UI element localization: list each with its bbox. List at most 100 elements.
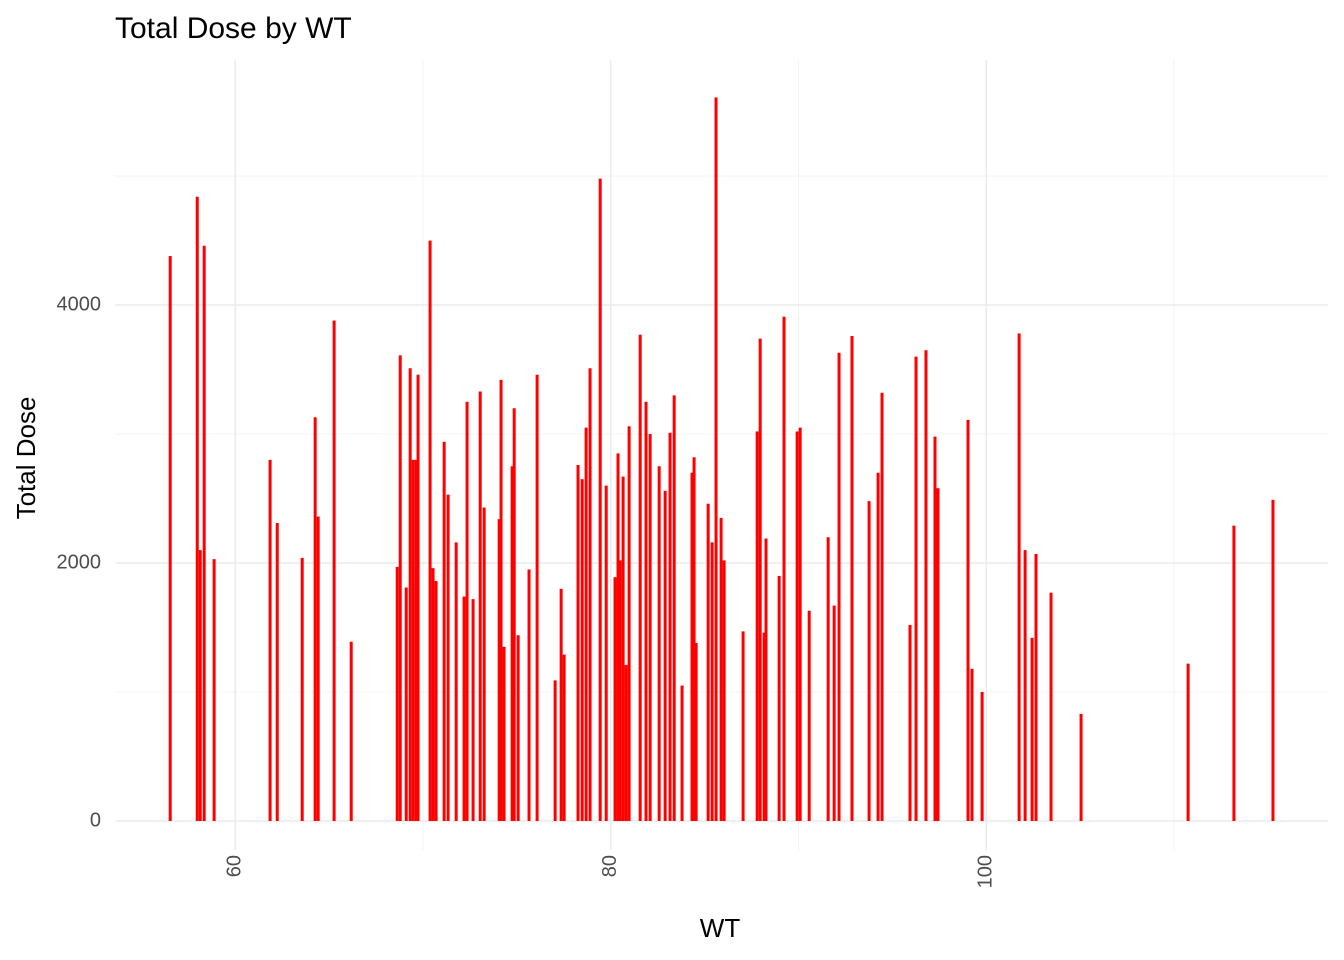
- bar: [398, 355, 402, 821]
- bar: [1079, 713, 1083, 821]
- y-tick-label: 4000: [57, 293, 102, 315]
- bar: [516, 635, 520, 821]
- bar: [576, 464, 580, 821]
- bar: [510, 466, 514, 821]
- bar: [826, 537, 830, 821]
- chart-title: Total Dose by WT: [115, 12, 352, 45]
- bar: [627, 426, 631, 821]
- bar: [202, 245, 206, 821]
- bar: [798, 427, 802, 821]
- bar: [694, 642, 698, 821]
- x-tick-label: 100: [975, 855, 997, 888]
- bar: [313, 417, 317, 821]
- y-tick-label: 2000: [57, 551, 102, 573]
- bar: [268, 459, 272, 821]
- bar: [1034, 553, 1038, 821]
- bar: [644, 401, 648, 821]
- bar: [638, 334, 642, 821]
- bar: [1023, 550, 1027, 821]
- bar: [465, 401, 469, 821]
- bar: [850, 336, 854, 821]
- bar: [867, 501, 871, 821]
- bar: [714, 97, 718, 821]
- bar: [880, 392, 884, 821]
- bar: [512, 408, 516, 821]
- bar: [1271, 499, 1275, 821]
- bar: [690, 472, 694, 821]
- x-tick-label: 80: [599, 855, 621, 877]
- bar: [618, 560, 622, 821]
- bar: [471, 599, 475, 821]
- bar: [431, 568, 435, 821]
- bar: [527, 569, 531, 821]
- bar: [668, 432, 672, 821]
- bar: [300, 557, 304, 821]
- bar: [616, 453, 620, 821]
- bar: [837, 352, 841, 821]
- bar: [924, 350, 928, 821]
- bar: [908, 624, 912, 821]
- x-axis-label: WT: [700, 913, 741, 943]
- bar: [1232, 525, 1236, 821]
- bar: [1049, 592, 1053, 821]
- bar: [446, 494, 450, 821]
- bar: [580, 479, 584, 821]
- bar: [1030, 637, 1034, 821]
- bar: [332, 320, 336, 821]
- bar: [710, 542, 714, 821]
- bar: [692, 457, 696, 821]
- bar: [980, 692, 984, 821]
- bar: [482, 507, 486, 821]
- y-axis-label: Total Dose: [11, 397, 41, 520]
- bar: [553, 680, 557, 821]
- bar: [648, 434, 652, 821]
- bar: [198, 550, 202, 821]
- bar: [408, 368, 412, 821]
- bar: [404, 587, 408, 821]
- bar: [672, 395, 676, 821]
- bar: [168, 256, 172, 821]
- y-tick-label: 0: [90, 809, 101, 831]
- bar: [462, 596, 466, 821]
- bar: [807, 610, 811, 821]
- bar: [706, 503, 710, 821]
- bar: [832, 605, 836, 821]
- bar: [914, 356, 918, 821]
- bar: [349, 641, 353, 821]
- bar: [414, 459, 418, 821]
- bar: [535, 374, 539, 821]
- bar: [275, 523, 279, 821]
- bar: [497, 519, 501, 821]
- bar: [777, 575, 781, 821]
- bar: [966, 419, 970, 821]
- bar: [722, 560, 726, 821]
- bar: [755, 431, 759, 821]
- x-tick-label: 60: [223, 855, 245, 877]
- bar: [454, 542, 458, 821]
- bar: [395, 566, 399, 821]
- bar: [782, 316, 786, 821]
- bar: [195, 196, 199, 821]
- bar: [502, 646, 506, 821]
- bar: [559, 588, 563, 821]
- bar: [434, 581, 438, 821]
- bar: [741, 631, 745, 821]
- bar: [604, 485, 608, 821]
- bar: [1186, 663, 1190, 821]
- bar: [758, 338, 762, 821]
- bar: [1017, 333, 1021, 821]
- bar: [499, 379, 503, 821]
- bar: [598, 178, 602, 821]
- bar: [212, 559, 216, 821]
- bar: [621, 476, 625, 821]
- bar: [428, 240, 432, 821]
- bar: [562, 654, 566, 821]
- bar: [478, 391, 482, 821]
- bar: [416, 374, 420, 821]
- bar: [584, 427, 588, 821]
- bar: [316, 516, 320, 821]
- bar: [663, 490, 667, 821]
- bar: [411, 459, 415, 821]
- bar: [762, 632, 766, 821]
